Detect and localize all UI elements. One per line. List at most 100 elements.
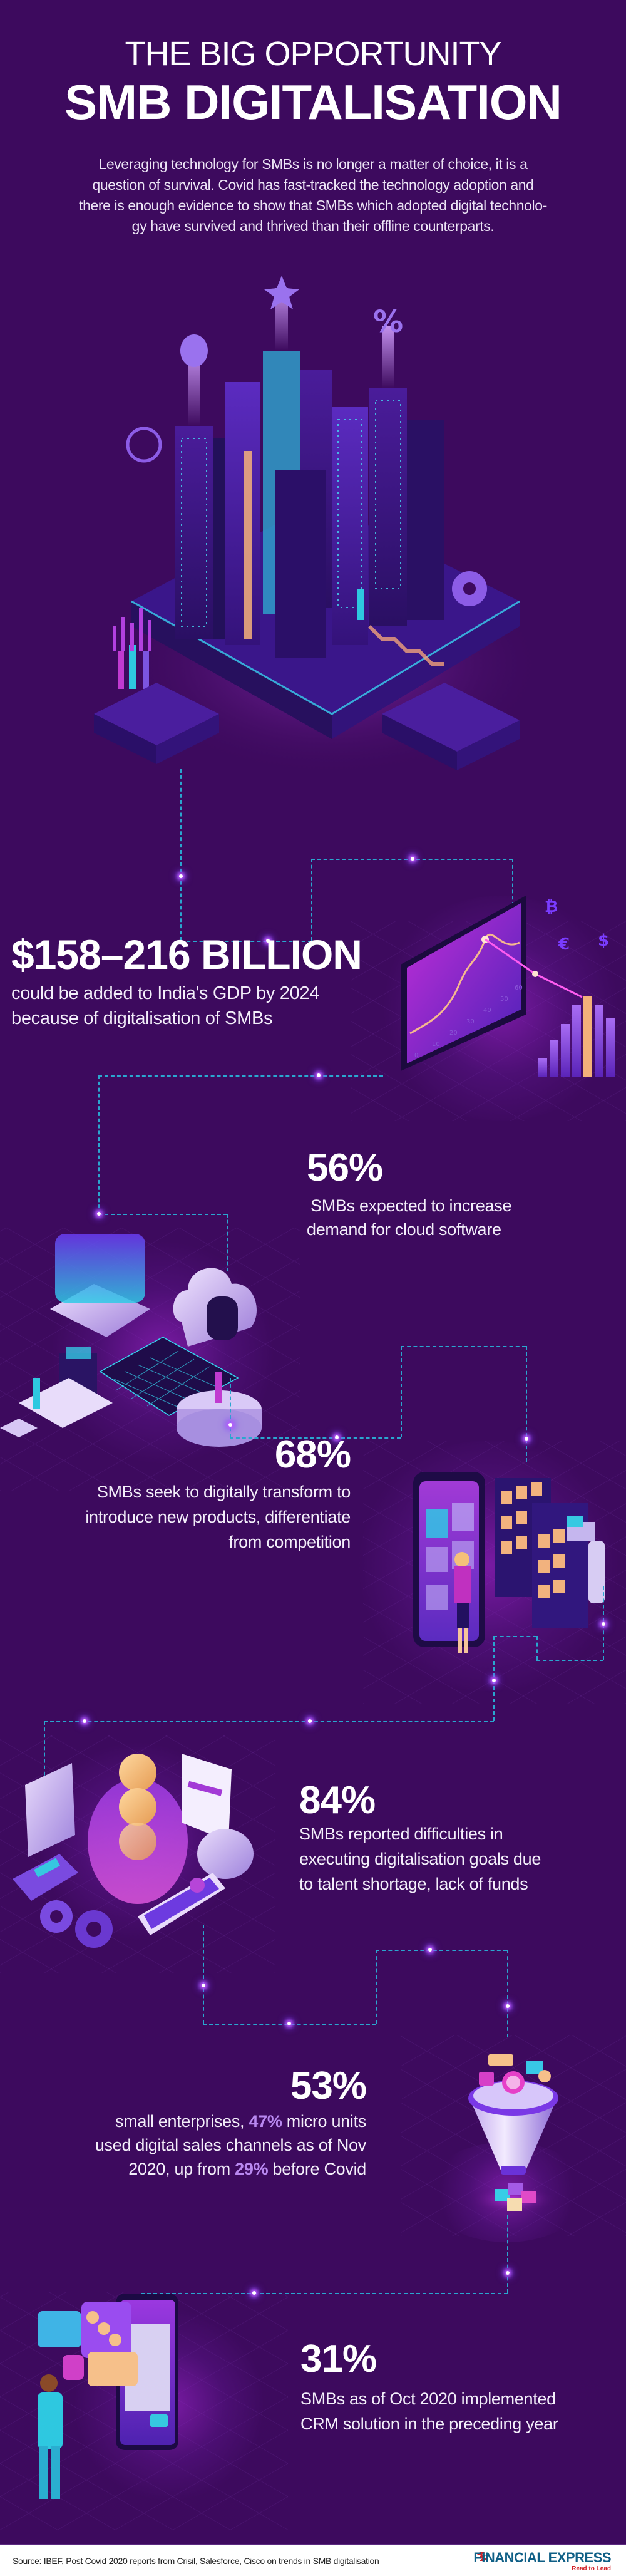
svg-text:%: % xyxy=(373,304,403,339)
brand-logo[interactable]: FINANCIAL EXPRESS Read to Lead xyxy=(473,2548,611,2575)
svg-text:€: € xyxy=(558,935,570,954)
connector-spark xyxy=(506,2271,510,2275)
stat-line: small enterprises, 47% micro units xyxy=(115,2112,366,2131)
sales-funnel-icon xyxy=(451,2035,576,2217)
cloud-data-center-icon xyxy=(0,1221,294,1459)
svg-text:60: 60 xyxy=(515,985,523,991)
connector-line xyxy=(98,1214,227,1215)
brand-tagline: Read to Lead xyxy=(572,2565,611,2572)
intro-line: Leveraging technology for SMBs is no lon… xyxy=(98,156,528,172)
stat-block-gdp: $158–216 BILLION could be added to India… xyxy=(11,932,362,1031)
connector-line xyxy=(376,1950,377,2024)
connector-spark xyxy=(97,1212,101,1216)
brand-name: FINANCIAL EXPRESS xyxy=(473,2550,611,2565)
stat-line: introduce new products, differentiate xyxy=(85,1508,351,1526)
connector-line xyxy=(493,1636,537,1637)
stat-description: SMBs reported difficulties in executing … xyxy=(299,1821,612,1896)
connector-spark xyxy=(525,1437,528,1441)
coins-wallet-piggy-bank-icon xyxy=(6,1747,269,1948)
stat-line: SMBs expected to increase xyxy=(310,1196,512,1215)
stat-block-difficulties: 84% SMBs reported difficulties in execut… xyxy=(299,1779,612,1896)
connector-line xyxy=(98,1075,383,1077)
connector-line xyxy=(203,1925,204,2024)
stat-value: 56% xyxy=(307,1146,383,1189)
stat-line: to talent shortage, lack of funds xyxy=(299,1875,528,1893)
connector-line xyxy=(401,1346,526,1347)
stat-value: 31% xyxy=(300,2337,377,2381)
stat-value: $158–216 BILLION xyxy=(11,931,362,978)
connector-spark xyxy=(335,1435,339,1439)
stat-block-transform: 68% SMBs seek to digitally transform to … xyxy=(13,1433,351,1554)
stat-line: used digital sales channels as of Nov xyxy=(95,2136,366,2154)
connector-line xyxy=(227,1214,228,1271)
svg-text:20: 20 xyxy=(449,1030,458,1037)
intro-line: there is enough evidence to show that SM… xyxy=(79,197,547,214)
connector-line xyxy=(376,1950,507,1951)
stat-description: small enterprises, 47% micro units used … xyxy=(13,2109,366,2181)
connector-spark xyxy=(266,939,270,943)
connector-line xyxy=(507,1950,508,2037)
accent-value: 47% xyxy=(249,2112,282,2131)
stat-line: SMBs seek to digitally transform to xyxy=(96,1482,351,1501)
svg-text:50: 50 xyxy=(500,996,508,1003)
stat-line: CRM solution in the preceding year xyxy=(300,2414,558,2433)
svg-text:40: 40 xyxy=(483,1007,491,1014)
source-note: Source: IBEF, Post Covid 2020 reports fr… xyxy=(13,2556,379,2566)
stat-value: 68% xyxy=(274,1433,351,1476)
stat-value: 53% xyxy=(290,2064,367,2108)
connector-spark xyxy=(428,1948,432,1952)
connector-spark xyxy=(179,874,183,878)
connector-line xyxy=(526,1346,527,1462)
connector-spark xyxy=(506,2004,510,2008)
connector-line xyxy=(507,2215,508,2293)
page-title: SMB DIGITALISATION xyxy=(64,75,562,130)
connector-line xyxy=(141,2293,508,2294)
connector-spark xyxy=(202,1984,205,1987)
connector-spark xyxy=(411,857,414,861)
stat-line: from competition xyxy=(228,1533,351,1551)
stat-line: 2020, up from 29% before Covid xyxy=(128,2160,366,2178)
connector-line xyxy=(536,1660,603,1661)
connector-line xyxy=(98,1075,100,1214)
svg-text:10: 10 xyxy=(432,1041,440,1048)
smart-city-illustration: % xyxy=(94,276,545,777)
stat-block-digital-sales: 53% small enterprises, 47% micro units u… xyxy=(13,2064,367,2181)
connector-spark xyxy=(287,2022,291,2025)
stat-line: because of digitalisation of SMBs xyxy=(11,1008,273,1028)
connector-spark xyxy=(252,2291,256,2295)
svg-text:0: 0 xyxy=(414,1052,418,1059)
connector-line xyxy=(180,941,312,942)
monitor-chart-icon: ₿ € $ 0 10 20 30 40 50 60 xyxy=(376,889,626,1077)
connector-line xyxy=(230,1437,401,1439)
stat-line: could be added to India's GDP by 2024 xyxy=(11,983,320,1003)
svg-text:$: $ xyxy=(598,931,609,950)
stat-line: SMBs reported difficulties in xyxy=(299,1824,503,1843)
connector-line xyxy=(44,1721,494,1722)
intro-line: question of survival. Covid has fast-tra… xyxy=(92,177,534,193)
financial-express-mark-icon xyxy=(477,2552,487,2561)
connector-spark xyxy=(602,1622,605,1626)
connector-line xyxy=(536,1636,538,1660)
accent-value: 29% xyxy=(235,2160,269,2178)
intro-line: gy have survived and thrived than their … xyxy=(131,218,495,234)
phone-shop-warehouse-icon xyxy=(407,1447,626,1672)
stat-value: 84% xyxy=(299,1779,376,1822)
connector-spark xyxy=(492,1679,496,1682)
connector-spark xyxy=(83,1719,86,1723)
stat-block-cloud: 56% SMBs expected to increase demand for… xyxy=(307,1146,607,1241)
svg-text:30: 30 xyxy=(466,1018,475,1025)
connector-line xyxy=(44,1721,45,1788)
connector-spark xyxy=(317,1073,321,1077)
connector-line xyxy=(230,1378,231,1437)
stat-line: demand for cloud software xyxy=(307,1220,501,1239)
svg-text:₿: ₿ xyxy=(545,897,558,916)
stat-description: could be added to India's GDP by 2024 be… xyxy=(11,981,362,1031)
stat-description: SMBs seek to digitally transform to intr… xyxy=(13,1479,351,1554)
stat-line: executing digitalisation goals due xyxy=(299,1849,541,1868)
connector-line xyxy=(180,769,182,941)
connector-spark xyxy=(228,1423,232,1427)
connector-line xyxy=(401,1346,402,1437)
intro-paragraph: Leveraging technology for SMBs is no lon… xyxy=(38,154,588,237)
connector-spark xyxy=(308,1719,312,1723)
